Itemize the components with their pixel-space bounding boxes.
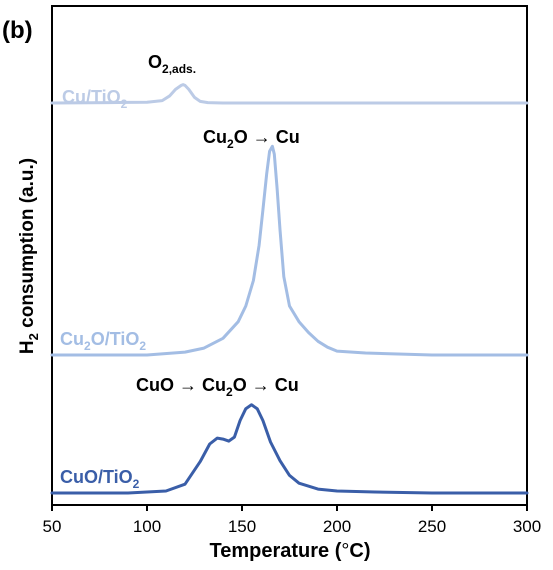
x-tick-label: 50 <box>43 517 62 536</box>
series-label-cuo-tio2: CuO/TiO2 <box>60 467 140 491</box>
x-tick-label: 200 <box>323 517 351 536</box>
x-axis: 50 100 150 200 250 300 <box>43 505 541 536</box>
annotation-o2-ads: O2,ads. <box>148 52 196 76</box>
x-axis-title: Temperature (°C) <box>210 540 371 562</box>
series-line-cu2o-tio2 <box>50 144 529 357</box>
series-label-cu2o-tio2: Cu2O/TiO2 <box>60 329 146 353</box>
x-tick-label: 250 <box>418 517 446 536</box>
series-layer <box>50 83 529 495</box>
series-label-cu-tio2: Cu/TiO2 <box>62 87 128 111</box>
annotation-cu2o-to-cu: Cu2O → Cu <box>203 127 300 151</box>
y-axis-title: H2 consumption (a.u.) <box>17 158 41 354</box>
x-tick-label: 150 <box>228 517 256 536</box>
x-tick-label: 100 <box>133 517 161 536</box>
series-line-cu-tio2 <box>50 83 529 105</box>
annotation-cuo-to-cu2o-to-cu: CuO → Cu2O → Cu <box>136 375 299 399</box>
x-tick-label: 300 <box>513 517 541 536</box>
plot-frame <box>51 5 528 506</box>
panel-label: (b) <box>2 17 33 44</box>
svg-text:H2 consumption (a.u.): H2 consumption (a.u.) <box>17 158 41 354</box>
series-line-cuo-tio2 <box>50 403 529 495</box>
